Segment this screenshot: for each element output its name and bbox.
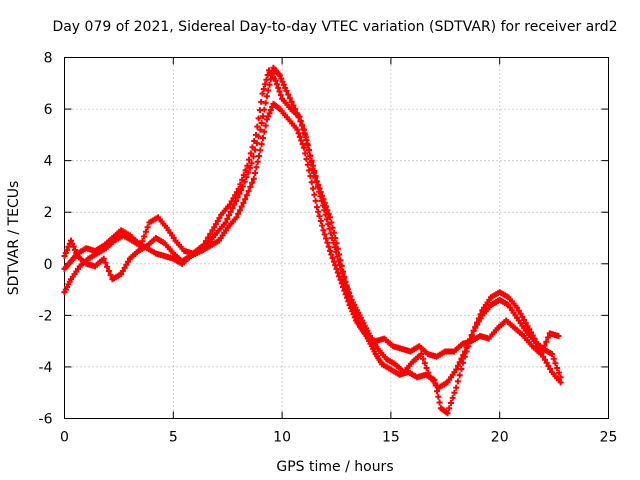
x-tick-label: 25: [600, 430, 618, 446]
y-tick-label: 8: [44, 51, 53, 67]
data-marks: [61, 64, 564, 417]
series-track-3: [61, 100, 562, 360]
x-tick-label: 5: [169, 430, 178, 446]
y-axis-label: SDTVAR / TECUs: [6, 181, 22, 296]
y-tick-label: 0: [44, 257, 53, 273]
grid: [64, 57, 609, 419]
x-tick-label: 10: [273, 430, 291, 446]
x-tick-label: 15: [382, 430, 400, 446]
y-tick-label: 4: [44, 154, 53, 170]
plot-area: [64, 57, 609, 419]
plot-frame: [64, 57, 609, 419]
y-tick-label: -6: [39, 412, 53, 428]
y-tick-label: 2: [44, 205, 53, 221]
series-track-1: [61, 64, 564, 417]
x-tick-label: 0: [60, 430, 69, 446]
series-markers: [61, 67, 564, 391]
x-axis-label: GPS time / hours: [276, 459, 393, 475]
series-markers: [61, 100, 562, 360]
chart-title: Day 079 of 2021, Sidereal Day-to-day VTE…: [52, 19, 617, 35]
axis-ticks: 0 5 10 15 20 25 -6 -4 -2 0 2 4 6 8: [39, 51, 618, 446]
series-markers: [61, 64, 564, 417]
y-tick-label: -2: [39, 308, 53, 324]
x-tick-label: 20: [491, 430, 509, 446]
y-tick-label: 6: [44, 102, 53, 118]
y-tick-label: -4: [39, 360, 53, 376]
series-track-2: [61, 67, 564, 391]
